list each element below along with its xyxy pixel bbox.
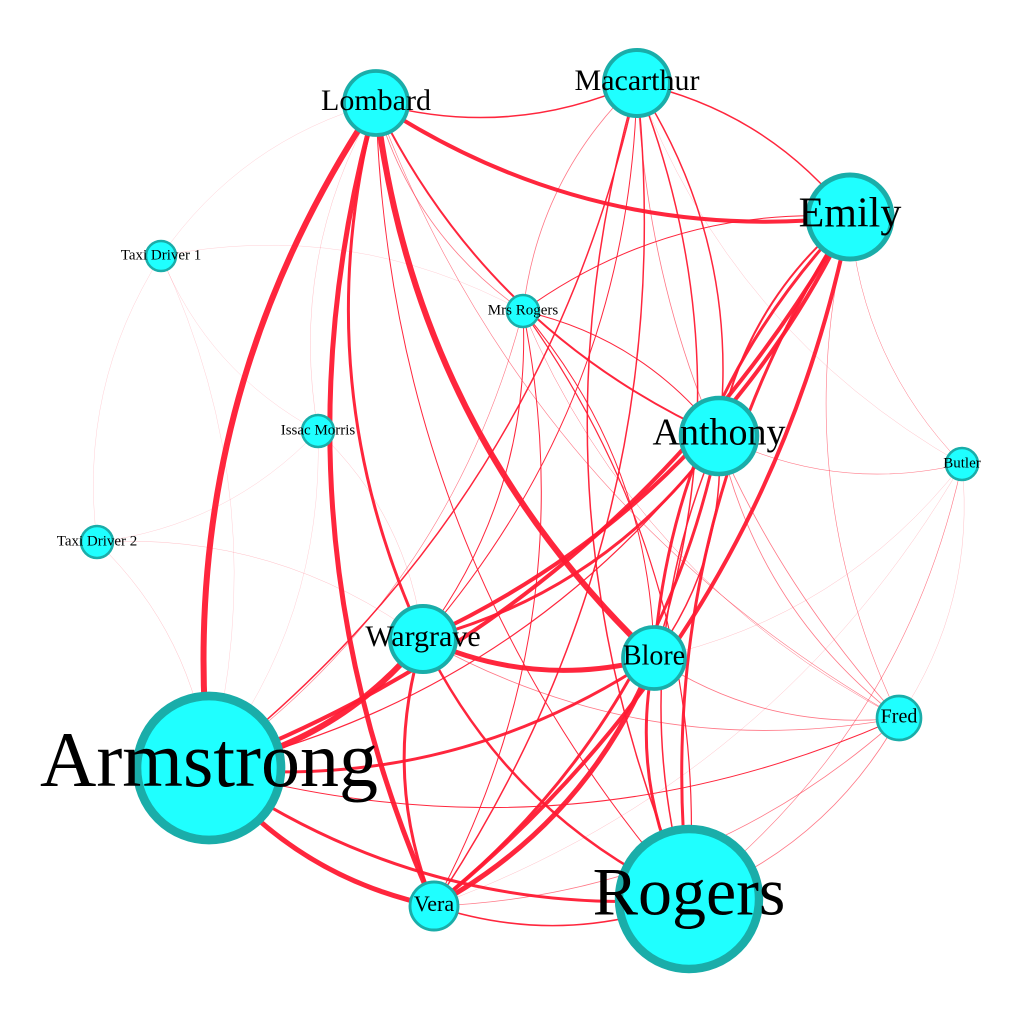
- edge-lombard-issac_morris: [310, 102, 377, 432]
- edge-vera-macarthur: [433, 82, 646, 907]
- node-armstrong[interactable]: [132, 691, 286, 845]
- node-label-macarthur: Macarthur: [575, 64, 700, 97]
- edge-anthony-fred: [718, 435, 900, 719]
- node-anthony[interactable]: [678, 395, 760, 477]
- edge-emily-rogers: [680, 215, 852, 901]
- edge-taxi1-taxi2: [93, 255, 162, 543]
- edge-blore-mrs_rogers: [522, 310, 655, 659]
- edge-blore-macarthur: [636, 82, 699, 659]
- edges-layer: [93, 82, 965, 927]
- node-lombard[interactable]: [342, 69, 410, 137]
- edge-wargrave-macarthur: [422, 82, 638, 640]
- edge-wargrave-taxi2: [96, 540, 424, 640]
- edge-armstrong-emily: [207, 215, 852, 770]
- edge-vera-anthony: [432, 434, 721, 908]
- node-label-vera: Vera: [414, 891, 455, 916]
- edge-mrs_rogers-fred: [522, 310, 900, 719]
- edge-armstrong-mrs_rogers: [208, 310, 524, 769]
- node-mrs-rogers[interactable]: [505, 293, 541, 329]
- edge-armstrong-fred: [208, 717, 900, 809]
- edge-rogers-mrs_rogers: [522, 310, 693, 900]
- edge-wargrave-fred: [422, 638, 900, 731]
- node-label-rogers: Rogers: [593, 854, 786, 930]
- edge-macarthur-butler: [636, 82, 963, 465]
- edge-mrs_rogers-taxi1: [160, 244, 524, 312]
- node-taxi2[interactable]: [79, 524, 115, 560]
- edge-lombard-emily: [374, 101, 852, 224]
- node-label-blore: Blore: [623, 640, 685, 671]
- edge-rogers-butler: [688, 463, 963, 900]
- edge-wargrave-emily: [421, 215, 852, 641]
- node-fred[interactable]: [875, 694, 923, 742]
- edge-blore-butler: [653, 463, 963, 659]
- node-label-emily: Emily: [799, 191, 902, 237]
- edge-anthony-macarthur: [636, 82, 724, 437]
- edge-lombard-rogers: [375, 102, 690, 900]
- node-label-armstrong: Armstrong: [40, 716, 378, 803]
- edge-emily-fred: [825, 216, 900, 719]
- node-rogers[interactable]: [614, 824, 764, 974]
- node-blore[interactable]: [621, 625, 687, 691]
- node-label-mrs-rogers: Mrs Rogers: [488, 302, 559, 318]
- edge-vera-mrs_rogers: [433, 310, 542, 907]
- edge-wargrave-mrs_rogers: [422, 310, 525, 640]
- edge-lombard-wargrave: [346, 101, 425, 641]
- edge-taxi2-issac_morris: [96, 430, 319, 543]
- edge-lombard-fred: [375, 102, 900, 719]
- node-macarthur[interactable]: [602, 48, 672, 118]
- node-label-lombard: Lombard: [321, 84, 431, 117]
- edge-emily-mrs_rogers: [522, 215, 851, 312]
- node-butler[interactable]: [944, 446, 980, 482]
- node-label-taxi1: Taxi Driver 1: [121, 247, 202, 263]
- edge-lombard-vera: [327, 100, 437, 909]
- node-label-anthony: Anthony: [653, 412, 786, 454]
- edge-macarthur-rogers: [586, 82, 690, 900]
- edge-fred-butler: [898, 463, 965, 719]
- edge-blore-fred: [653, 657, 900, 721]
- edge-wargrave-vera: [402, 637, 436, 908]
- node-label-wargrave: Wargrave: [365, 620, 480, 653]
- node-vera[interactable]: [408, 880, 460, 932]
- edge-lombard-blore: [373, 100, 657, 661]
- node-label-taxi2: Taxi Driver 2: [57, 533, 138, 549]
- edge-lombard-armstrong: [200, 100, 379, 771]
- edge-wargrave-anthony: [421, 434, 721, 641]
- edge-lombard-mrs_rogers: [375, 102, 524, 312]
- node-taxi1[interactable]: [144, 239, 178, 273]
- edge-armstrong-macarthur: [208, 82, 638, 769]
- edge-taxi1-issac_morris: [160, 255, 319, 432]
- node-label-issac-morris: Issac Morris: [281, 422, 356, 438]
- node-emily[interactable]: [805, 172, 895, 262]
- edge-vera-emily: [432, 215, 852, 908]
- node-label-butler: Butler: [943, 455, 981, 471]
- node-issac-morris[interactable]: [300, 413, 336, 449]
- node-wargrave[interactable]: [388, 604, 458, 674]
- edge-lombard-taxi1: [160, 102, 377, 257]
- labels-layer: Armstrong Rogers Emily Anthony Lombard Macart…: [40, 64, 981, 930]
- nodes-layer: [79, 48, 980, 974]
- node-label-fred: Fred: [881, 706, 918, 728]
- edge-vera-butler: [433, 463, 963, 907]
